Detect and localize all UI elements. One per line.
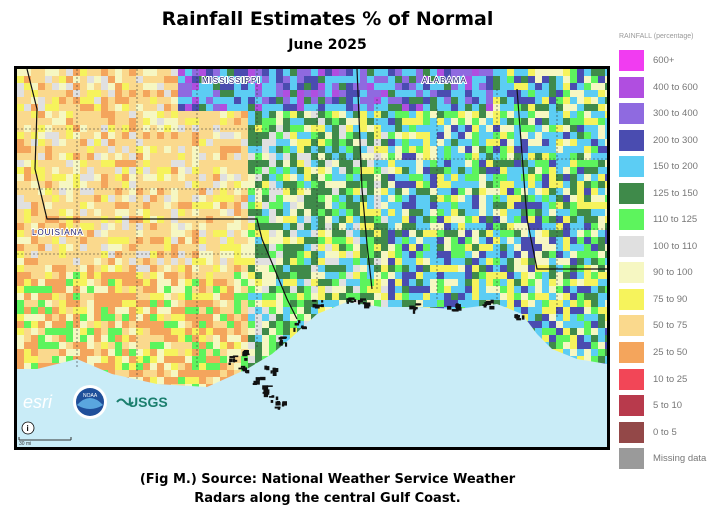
rainfall-map[interactable]: MISSISSIPPI ALABAMA LOUISIANA esri NOAA …: [14, 66, 610, 450]
gulf-of-mexico: [17, 302, 607, 447]
legend-label: 100 to 110: [653, 240, 698, 252]
svg-text:NOAA: NOAA: [83, 393, 98, 399]
caption-line-1: (Fig M.) Source: National Weather Servic…: [139, 472, 516, 487]
state-boundaries: [26, 69, 607, 320]
map-canvas[interactable]: MISSISSIPPI ALABAMA LOUISIANA esri NOAA …: [17, 69, 607, 447]
legend-label: 300 to 400: [653, 108, 698, 120]
legend-swatch: [619, 182, 644, 204]
legend-label: 150 to 200: [653, 161, 698, 173]
legend-item: 5 to 10: [619, 393, 723, 418]
legend-swatch: [619, 421, 644, 443]
legend-item: 0 to 5: [619, 420, 723, 445]
legend-label: 125 to 150: [653, 187, 698, 199]
legend-item: 100 to 110: [619, 234, 723, 259]
legend-item: 125 to 150: [619, 181, 723, 206]
legend-label: 90 to 100: [653, 267, 693, 279]
legend-swatch: [619, 288, 644, 310]
scale-bar: 30 mi: [18, 437, 72, 447]
svg-text:esri: esri: [23, 392, 53, 412]
coastal-marshes: [228, 297, 525, 410]
legend-label: 25 to 50: [653, 347, 688, 359]
legend-label: 0 to 5: [653, 426, 677, 438]
usgs-logo: USGS: [116, 394, 168, 410]
esri-logo: esri: [23, 392, 53, 412]
legend-label: 400 to 600: [653, 81, 698, 93]
legend-item: 150 to 200: [619, 154, 723, 179]
legend-title: RAINFALL (percentage): [619, 33, 694, 40]
county-boundaries: [17, 69, 607, 379]
legend-item: 90 to 100: [619, 260, 723, 285]
legend-label: 50 to 75: [653, 320, 688, 332]
legend-label: 600+: [653, 55, 675, 66]
state-label-mississippi: MISSISSIPPI: [202, 76, 261, 85]
legend-label: 75 to 90: [653, 293, 688, 305]
svg-text:USGS: USGS: [128, 394, 168, 410]
legend-label: Missing data: [653, 453, 707, 465]
legend-item: 400 to 600: [619, 75, 723, 100]
legend-items: 600+ 400 to 600 300 to 400 200 to 300 150 to…: [619, 48, 723, 471]
legend-swatch: [619, 209, 644, 231]
legend-item: 50 to 75: [619, 313, 723, 338]
legend-label: 110 to 125: [653, 214, 698, 226]
svg-text:30 mi: 30 mi: [19, 441, 31, 447]
legend-swatch: [619, 342, 644, 364]
legend-swatch: [619, 262, 644, 284]
legend-swatch: [619, 315, 644, 337]
legend-label: 200 to 300: [653, 134, 698, 146]
legend-item: 200 to 300: [619, 128, 723, 153]
legend-swatch: [619, 368, 644, 390]
legend-swatch: [619, 76, 644, 98]
legend-item: 10 to 25: [619, 367, 723, 392]
state-label-alabama: ALABAMA: [422, 76, 467, 85]
info-button[interactable]: i: [21, 421, 35, 435]
figure-caption: (Fig M.) Source: National Weather Servic…: [0, 470, 655, 508]
legend-swatch: [619, 129, 644, 151]
state-label-louisiana: LOUISIANA: [32, 228, 84, 237]
legend-item: 110 to 125: [619, 207, 723, 232]
noaa-logo: NOAA: [73, 385, 107, 419]
legend-item: 600+: [619, 48, 723, 73]
svg-text:i: i: [27, 424, 29, 433]
legend-label: 5 to 10: [653, 400, 683, 412]
legend-item: 75 to 90: [619, 287, 723, 312]
legend-item: 300 to 400: [619, 101, 723, 126]
legend-swatch: [619, 156, 644, 178]
legend-item: 25 to 50: [619, 340, 723, 365]
legend-label: 10 to 25: [653, 373, 688, 385]
map-title: Rainfall Estimates % of Normal: [161, 8, 494, 30]
legend-swatch: [619, 395, 644, 417]
caption-line-2: Radars along the central Gulf Coast.: [194, 491, 461, 506]
rainfall-legend: RAINFALL (percentage) 600+ 400 to 600 300 …: [619, 33, 723, 473]
legend-swatch: [619, 235, 644, 257]
legend-swatch: [619, 50, 644, 71]
legend-swatch: [619, 103, 644, 125]
legend-swatch: [619, 448, 644, 470]
legend-item: Missing data: [619, 446, 723, 471]
map-subtitle: June 2025: [288, 37, 367, 53]
